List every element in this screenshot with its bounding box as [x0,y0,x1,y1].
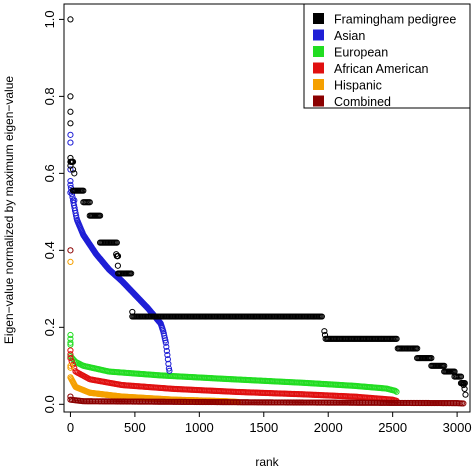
european-point [67,339,74,346]
hispanic-point [67,364,74,371]
legend-swatch-asian [313,29,324,41]
series-african-american [67,347,400,404]
framingham-pedigree-point [441,362,448,369]
axes: 0 500 1000 1500 2000 2500 3000 0.0 0.2 0.4 0.6 0.8 1… [42,10,472,435]
framingham-pedigree-point [321,331,329,339]
european-point [393,388,400,395]
framingham-pedigree-point [462,391,469,398]
asian-point [163,347,170,355]
framingham-pedigree-point [80,187,87,194]
asian-point [67,131,74,138]
legend-label-african-american: African American [334,62,429,76]
asian-point [164,351,171,359]
framingham-pedigree-point [96,212,104,219]
legend-swatch-hispanic [313,79,324,90]
asian-point [165,360,172,367]
framingham-pedigree-point [318,313,325,320]
framingham-pedigree-point [113,251,120,258]
y-tick-label: 0.0 [42,395,57,413]
y-tick-label: 0.4 [42,241,57,259]
legend-swatch-european [313,46,324,57]
legend-label-hispanic: Hispanic [334,79,382,93]
x-axis-title: rank [255,455,279,469]
framingham-pedigree-point [114,262,121,269]
framingham-pedigree-point [67,16,74,23]
framingham-pedigree-point [393,335,400,342]
asian-point [67,166,74,173]
y-tick-label: 0.2 [42,318,57,336]
legend-box [303,3,471,109]
framingham-pedigree-point [129,308,136,316]
legend-swatch-african-american [313,62,324,74]
series-framingham-pedigree [67,16,469,398]
x-tick-label: 0 [67,420,74,435]
framingham-pedigree-point [457,373,465,380]
series-asian [67,131,173,374]
asian-point [163,343,170,350]
african-american-point [67,355,74,362]
hispanic-point [67,258,74,265]
asian-point [162,339,169,346]
x-tick-label: 2000 [314,420,343,435]
legend-items: Framingham pedigree Asian European African … [313,13,456,109]
framingham-pedigree-point [113,239,120,246]
combined-point [460,400,467,407]
x-tick-label: 2500 [378,420,407,435]
asian-point [67,177,74,185]
framingham-pedigree-point [428,355,435,362]
asian-point [71,197,78,204]
european-point [67,335,74,342]
framingham-pedigree-point [128,270,135,277]
asian-point [166,367,173,374]
series-european [67,331,400,395]
framingham-pedigree-point [67,120,74,127]
framingham-pedigree-point [67,154,74,162]
plot-frame [63,3,471,413]
european-point [67,341,74,348]
y-axis-title: Eigen−value normalized by maximum eigen−… [2,76,16,344]
framingham-pedigree-point [67,108,74,115]
x-tick-label: 1500 [249,420,278,435]
legend-swatch-combined [313,95,324,107]
x-tick-label: 500 [124,420,146,435]
x-tick-label: 3000 [443,420,472,435]
framingham-pedigree-point [114,253,122,260]
african-american-point [67,347,74,354]
framingham-pedigree-point [67,93,74,100]
european-point [67,331,74,339]
legend-label-combined: Combined [334,95,391,109]
combined-point [67,393,74,400]
y-tick-label: 1.0 [42,10,57,28]
legend-swatch-framingham-pedigree [313,13,324,24]
african-american-point [67,351,74,358]
chart-marks [67,16,469,407]
asian-point [164,356,171,363]
series-combined [67,247,467,407]
hispanic-point [67,362,74,369]
framingham-pedigree-point [321,328,328,335]
legend-label-european: European [334,46,388,60]
framingham-pedigree-point [86,199,93,206]
asian-point [73,212,80,219]
framingham-pedigree-point [71,170,78,177]
framingham-pedigree-point [460,381,467,389]
y-tick-label: 0.6 [42,164,57,182]
asian-point [165,365,173,372]
legend-label-asian: Asian [334,29,365,43]
asian-point [162,337,169,344]
asian-point [67,139,74,146]
framingham-pedigree-point [69,166,77,173]
legend: Framingham pedigree Asian European African … [303,3,471,109]
x-tick-label: 1000 [185,420,214,435]
asian-point [67,181,74,189]
european-point [392,387,399,394]
legend-label-framingham-pedigree: Framingham pedigree [334,13,456,27]
framingham-pedigree-point [414,345,421,352]
african-american-point [68,358,75,365]
framingham-pedigree-point [461,385,468,393]
combined-point [67,247,74,254]
y-tick-label: 0.8 [42,87,57,105]
